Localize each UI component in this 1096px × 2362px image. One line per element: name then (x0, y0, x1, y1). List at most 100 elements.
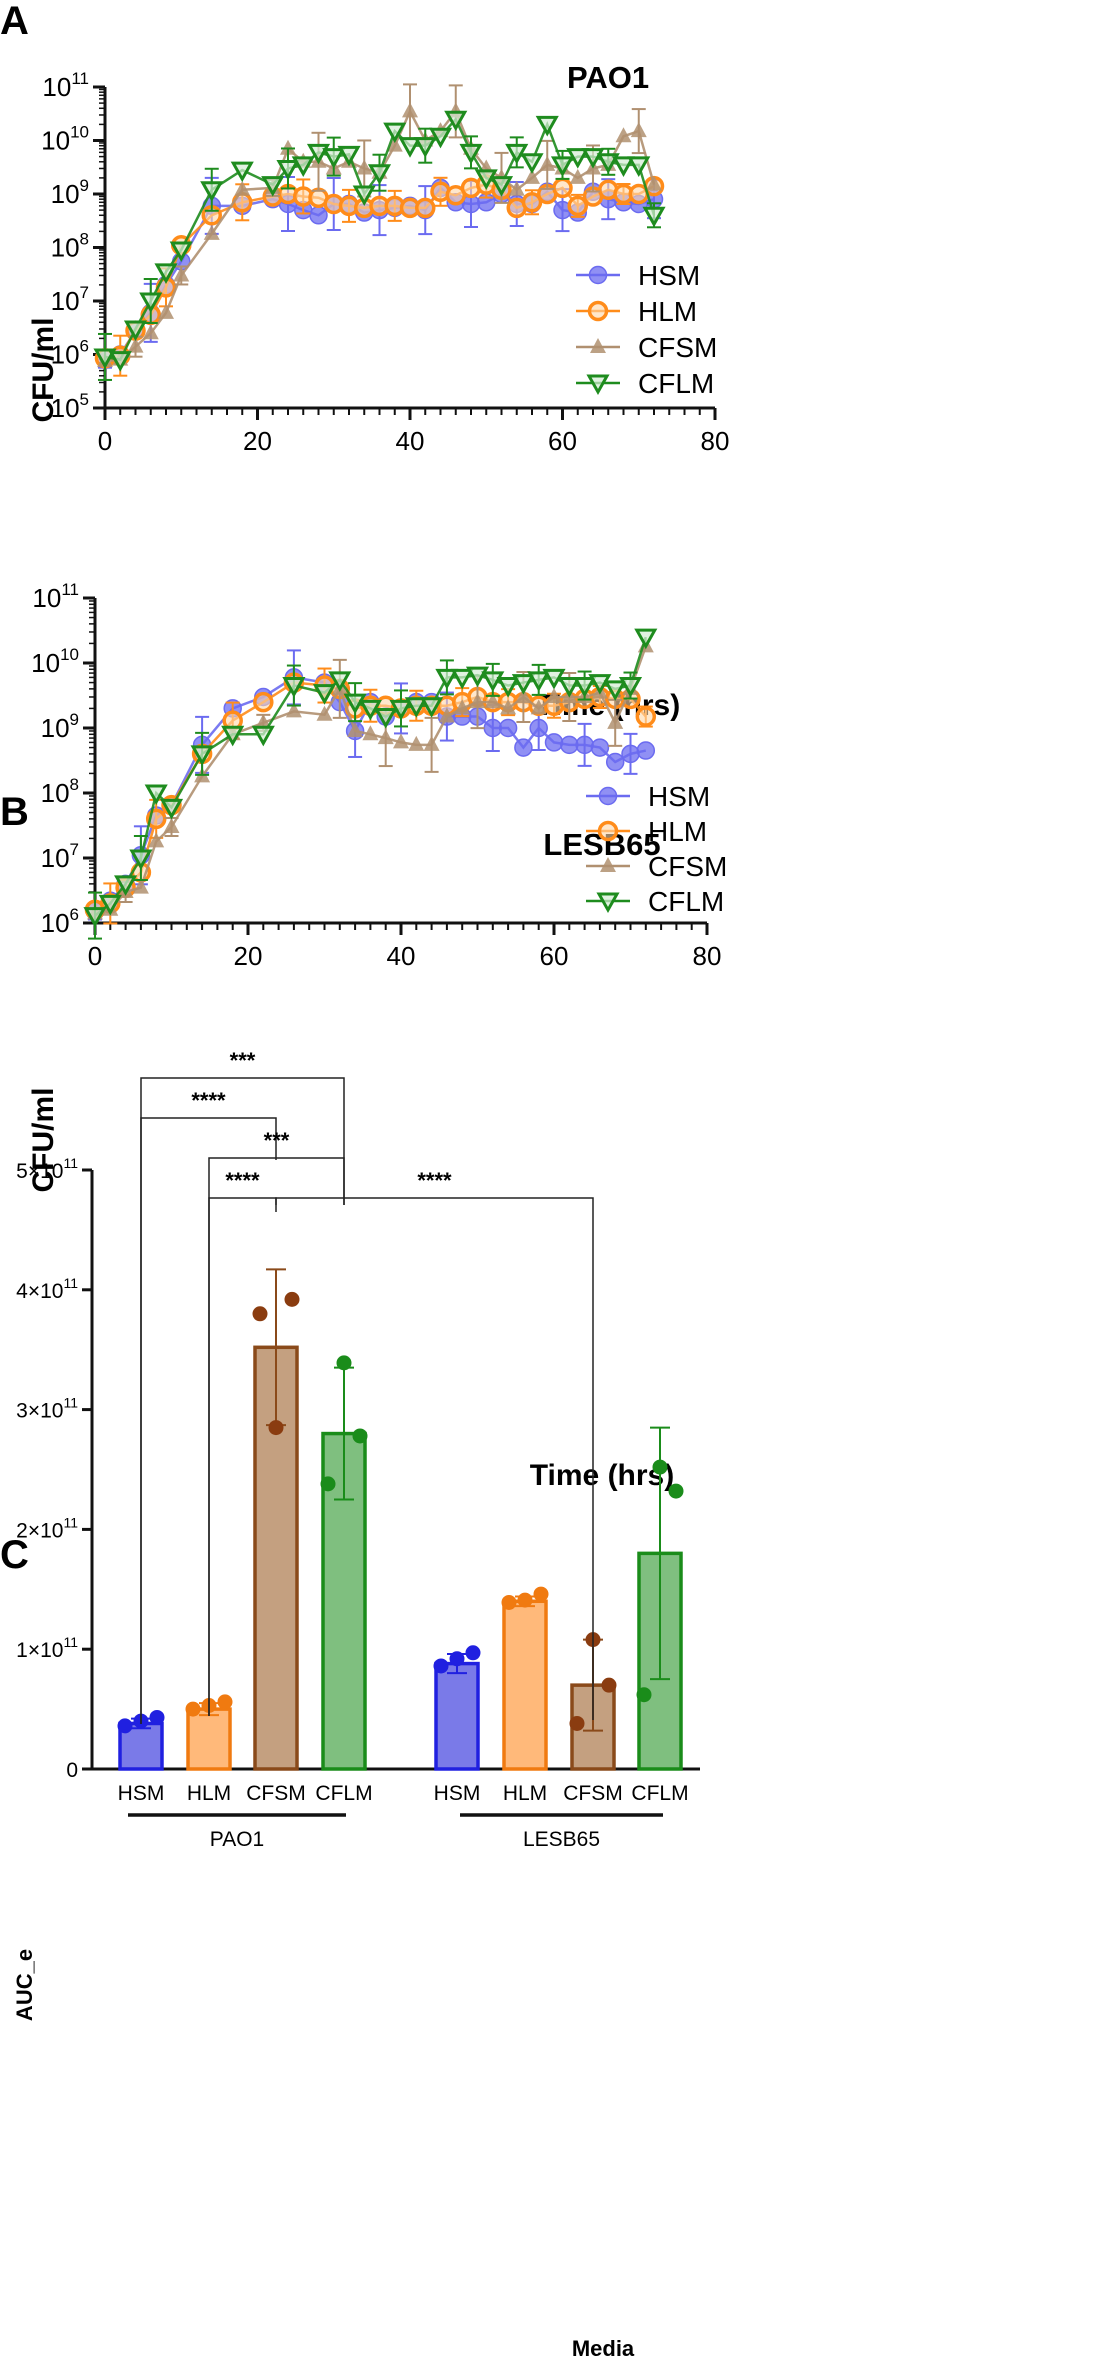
legend-marker (587, 300, 609, 322)
data-point (573, 677, 597, 698)
data-point (615, 127, 632, 143)
data-point (634, 628, 658, 650)
data-point (428, 127, 453, 149)
y-tick-exponent: 9 (80, 176, 89, 195)
legend-marker (598, 786, 618, 806)
data-point (438, 707, 455, 723)
data-point (328, 671, 352, 692)
chart-title: PAO1 (567, 60, 649, 95)
significance-label: **** (417, 1168, 452, 1193)
data-point (607, 713, 624, 729)
y-tick-base: 5×10 (16, 1160, 63, 1183)
data-point (316, 705, 333, 721)
category-label: HSM (118, 1782, 165, 1805)
data-point (374, 708, 398, 729)
x-tick-label: 20 (243, 426, 272, 456)
x-tick-label: 20 (234, 941, 263, 971)
data-point (508, 180, 525, 196)
data-point (530, 699, 547, 715)
data-point (203, 224, 220, 240)
legend-marker (588, 265, 608, 285)
data-point (362, 725, 379, 741)
group-label: PAO1 (210, 1828, 264, 1851)
y-tick-base: 2×10 (16, 1519, 63, 1542)
data-point (535, 115, 559, 137)
bar-lesb65-hsm: HSM (433, 1645, 481, 1805)
data-point (127, 337, 144, 353)
category-label: CFLM (315, 1782, 372, 1805)
panel-letter-b: B (0, 790, 29, 834)
legend-item-hsm: HSM (576, 260, 700, 291)
y-tick-label: 1011 (42, 69, 89, 102)
significance-label: **** (225, 1168, 260, 1193)
data-point (148, 832, 165, 848)
data-point (285, 702, 302, 718)
data-point (484, 693, 501, 709)
replicate-point (268, 1420, 284, 1436)
y-tick-exponent: 6 (80, 337, 89, 356)
replicate-point (601, 1677, 617, 1693)
data-point (527, 671, 551, 692)
category-label: CFLM (631, 1782, 688, 1805)
bar-pao1-hsm: HSM (117, 1709, 165, 1805)
y-tick-base: 10 (41, 126, 70, 156)
data-point (251, 725, 275, 747)
x-tick-label: 0 (88, 941, 102, 971)
significance-label: *** (264, 1128, 290, 1153)
replicate-point (433, 1658, 449, 1674)
legend-item-hlm: HLM (576, 296, 697, 327)
data-point (347, 721, 364, 737)
bar-pao1-cfsm: CFSM (246, 1268, 306, 1805)
legend-label: CFSM (638, 332, 717, 363)
data-point (230, 161, 254, 183)
series-cflm (93, 110, 666, 381)
legend-marker (597, 820, 619, 842)
legend-item-cfsm: CFSM (586, 851, 727, 882)
data-point (337, 145, 361, 167)
y-tick-label: 107 (51, 283, 89, 316)
x-axis-label: Time (hrs) (530, 1459, 674, 1492)
y-tick-label: 107 (41, 840, 79, 873)
data-point (352, 185, 376, 207)
data-point (590, 738, 610, 757)
data-point (234, 180, 251, 196)
x-tick-label: 0 (98, 426, 112, 456)
y-tick-label: 1010 (41, 123, 89, 156)
replicate-point (117, 1718, 133, 1734)
data-point (169, 241, 193, 263)
y-tick-label: 4×1011 (16, 1275, 78, 1303)
data-point (377, 729, 394, 745)
legend-label: HSM (638, 260, 700, 291)
y-tick-label: 108 (41, 775, 79, 808)
y-tick-label: 5×1011 (16, 1155, 78, 1183)
data-point (389, 699, 413, 721)
data-point (386, 136, 403, 152)
data-point (642, 206, 666, 228)
replicate-point (185, 1701, 201, 1717)
y-tick-base: 4×10 (16, 1280, 63, 1303)
category-label: CFSM (563, 1782, 623, 1805)
y-tick-exponent: 7 (70, 840, 79, 859)
y-tick-base: 10 (31, 648, 60, 678)
bracket-line (275, 1197, 594, 1720)
data-point (312, 684, 337, 705)
data-point (309, 206, 328, 225)
data-point (435, 668, 459, 690)
data-point (459, 143, 483, 165)
data-point (550, 156, 575, 177)
data-point (255, 713, 272, 729)
y-tick-base: 10 (41, 908, 70, 938)
legend-item-hsm: HSM (586, 781, 710, 812)
series-cflm (83, 628, 658, 940)
data-point (560, 735, 579, 755)
data-point (481, 671, 505, 692)
y-tick-exponent: 11 (71, 69, 89, 88)
data-point (408, 735, 425, 751)
y-tick-exponent: 11 (63, 1275, 78, 1291)
legend-label: CFLM (638, 368, 714, 399)
data-point (158, 303, 174, 319)
y-tick-label: 2×1011 (16, 1514, 78, 1542)
data-point (627, 156, 651, 177)
data-point (154, 263, 178, 284)
y-tick-exponent: 11 (63, 1155, 78, 1171)
